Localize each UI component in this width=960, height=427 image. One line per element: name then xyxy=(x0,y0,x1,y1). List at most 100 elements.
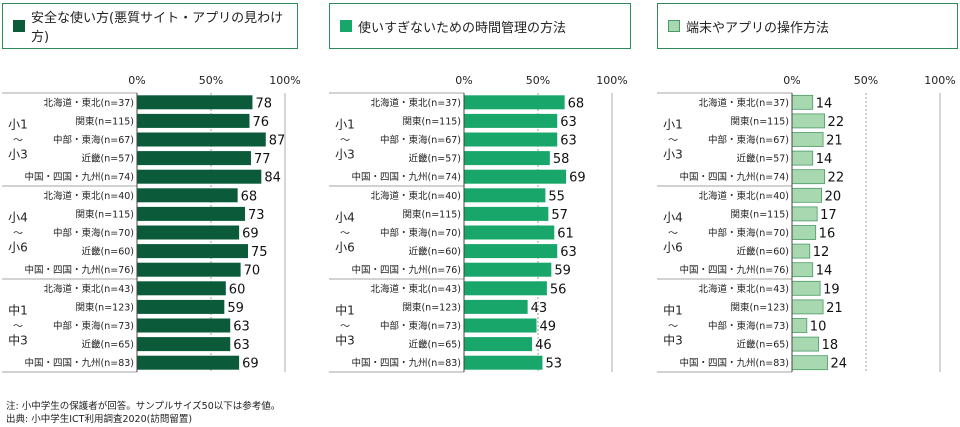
data-label: 17 xyxy=(820,208,837,223)
category-label: 関東(n=115) xyxy=(730,208,789,220)
data-label: 63 xyxy=(560,115,577,130)
data-label: 56 xyxy=(550,282,567,297)
bar xyxy=(791,299,824,315)
tick-label: 50% xyxy=(526,74,550,87)
data-label: 60 xyxy=(229,282,246,297)
category-label: 関東(n=115) xyxy=(730,115,789,127)
category-label: 関東(n=123) xyxy=(402,301,461,313)
category-label: 中国・四国・九州(n=74) xyxy=(352,171,461,183)
group-label: 中1 xyxy=(335,303,355,318)
tick-label: 50% xyxy=(199,74,223,87)
data-label: 53 xyxy=(545,357,562,372)
data-label: 59 xyxy=(227,301,244,316)
category-label: 関東(n=123) xyxy=(730,301,789,313)
category-label: 北海道・東北(n=40) xyxy=(699,190,789,202)
category-label: 中部・東海(n=70) xyxy=(380,227,461,239)
group-label: ～ xyxy=(13,136,23,147)
data-label: 20 xyxy=(825,189,842,204)
category-label: 近畿(n=57) xyxy=(82,153,134,165)
category-label: 北海道・東北(n=37) xyxy=(371,97,461,109)
category-label: 中部・東海(n=70) xyxy=(708,227,789,239)
bar xyxy=(464,299,528,314)
category-label: 北海道・東北(n=40) xyxy=(371,190,461,202)
category-label: 関東(n=123) xyxy=(75,301,134,313)
tick-label: 0% xyxy=(455,74,472,87)
data-label: 14 xyxy=(816,96,833,111)
data-label: 63 xyxy=(560,134,577,149)
group-label: 小1 xyxy=(8,118,28,132)
bar xyxy=(137,318,231,333)
footnotes: 注: 小中学生の保護者が回答。サンプルサイズ50以下は参考値。 出典: 小中学生… xyxy=(6,400,280,426)
bar xyxy=(464,132,558,147)
category-label: 関東(n=115) xyxy=(75,208,134,220)
bar xyxy=(791,225,817,240)
bar xyxy=(137,132,266,147)
category-label: 中部・東海(n=73) xyxy=(708,320,789,332)
bar xyxy=(791,187,823,203)
bar xyxy=(464,281,547,296)
category-label: 中国・四国・九州(n=76) xyxy=(352,264,461,276)
bar xyxy=(137,262,241,277)
bar xyxy=(464,355,543,370)
bar xyxy=(137,206,246,221)
data-label: 68 xyxy=(568,96,585,111)
group-label: 小1 xyxy=(335,118,355,132)
bar xyxy=(464,337,533,352)
group-label: 中3 xyxy=(8,333,28,348)
legend-swatch-0 xyxy=(13,20,25,32)
bar xyxy=(464,188,546,203)
category-label: 中国・四国・九州(n=83) xyxy=(680,357,789,369)
category-label: 近畿(n=65) xyxy=(82,339,134,351)
bar xyxy=(464,95,565,110)
panel-title-2: 端末やアプリの操作方法 xyxy=(657,3,958,49)
data-label: 63 xyxy=(233,338,250,353)
tick-label: 100% xyxy=(924,74,955,87)
category-label: 北海道・東北(n=43) xyxy=(699,283,789,295)
category-label: 中国・四国・九州(n=83) xyxy=(25,357,134,369)
note-source: 出典: 小中学生ICT利用調査2020(訪問留置) xyxy=(6,414,193,425)
category-label: 中国・四国・九州(n=74) xyxy=(25,171,134,183)
data-label: 14 xyxy=(816,152,833,167)
bar xyxy=(137,299,225,314)
group-label: 小3 xyxy=(8,148,28,162)
category-label: 中国・四国・九州(n=76) xyxy=(680,264,789,276)
note-sample-size: 注: 小中学生の保護者が回答。サンプルサイズ50以下は参考値。 xyxy=(6,401,281,412)
category-label: 近畿(n=57) xyxy=(409,153,461,165)
category-label: 中国・四国・九州(n=76) xyxy=(25,264,134,276)
group-label: 小6 xyxy=(8,241,28,255)
data-label: 75 xyxy=(251,245,268,260)
data-label: 68 xyxy=(241,189,258,204)
category-label: 関東(n=115) xyxy=(402,115,461,127)
group-label: 中1 xyxy=(663,303,683,318)
group-label: 小4 xyxy=(335,211,355,225)
bar xyxy=(137,244,248,259)
category-label: 中部・東海(n=73) xyxy=(380,320,461,332)
group-label: ～ xyxy=(668,229,678,240)
bar xyxy=(137,95,253,110)
data-label: 69 xyxy=(569,171,586,186)
data-label: 69 xyxy=(242,357,259,372)
bar xyxy=(137,355,240,370)
bar xyxy=(791,113,825,129)
group-label: 小4 xyxy=(8,211,28,225)
bar xyxy=(137,281,226,296)
data-label: 76 xyxy=(252,115,269,130)
group-label: ～ xyxy=(340,136,350,147)
data-label: 77 xyxy=(254,152,271,167)
group-label: 小6 xyxy=(335,241,355,255)
panel-title-text-1: 使いすぎないための時間管理の方法 xyxy=(358,20,567,36)
legend-swatch-1 xyxy=(340,20,352,32)
bar xyxy=(464,151,550,166)
category-label: 北海道・東北(n=37) xyxy=(44,97,134,109)
data-label: 61 xyxy=(557,227,574,242)
tick-label: 100% xyxy=(269,74,300,87)
data-label: 46 xyxy=(535,338,552,353)
bar xyxy=(137,188,238,203)
data-label: 49 xyxy=(540,320,557,335)
category-label: 中国・四国・九州(n=74) xyxy=(680,171,789,183)
data-label: 24 xyxy=(831,357,848,372)
tick-label: 0% xyxy=(128,74,145,87)
group-label: ～ xyxy=(340,322,350,333)
data-label: 12 xyxy=(813,245,830,260)
